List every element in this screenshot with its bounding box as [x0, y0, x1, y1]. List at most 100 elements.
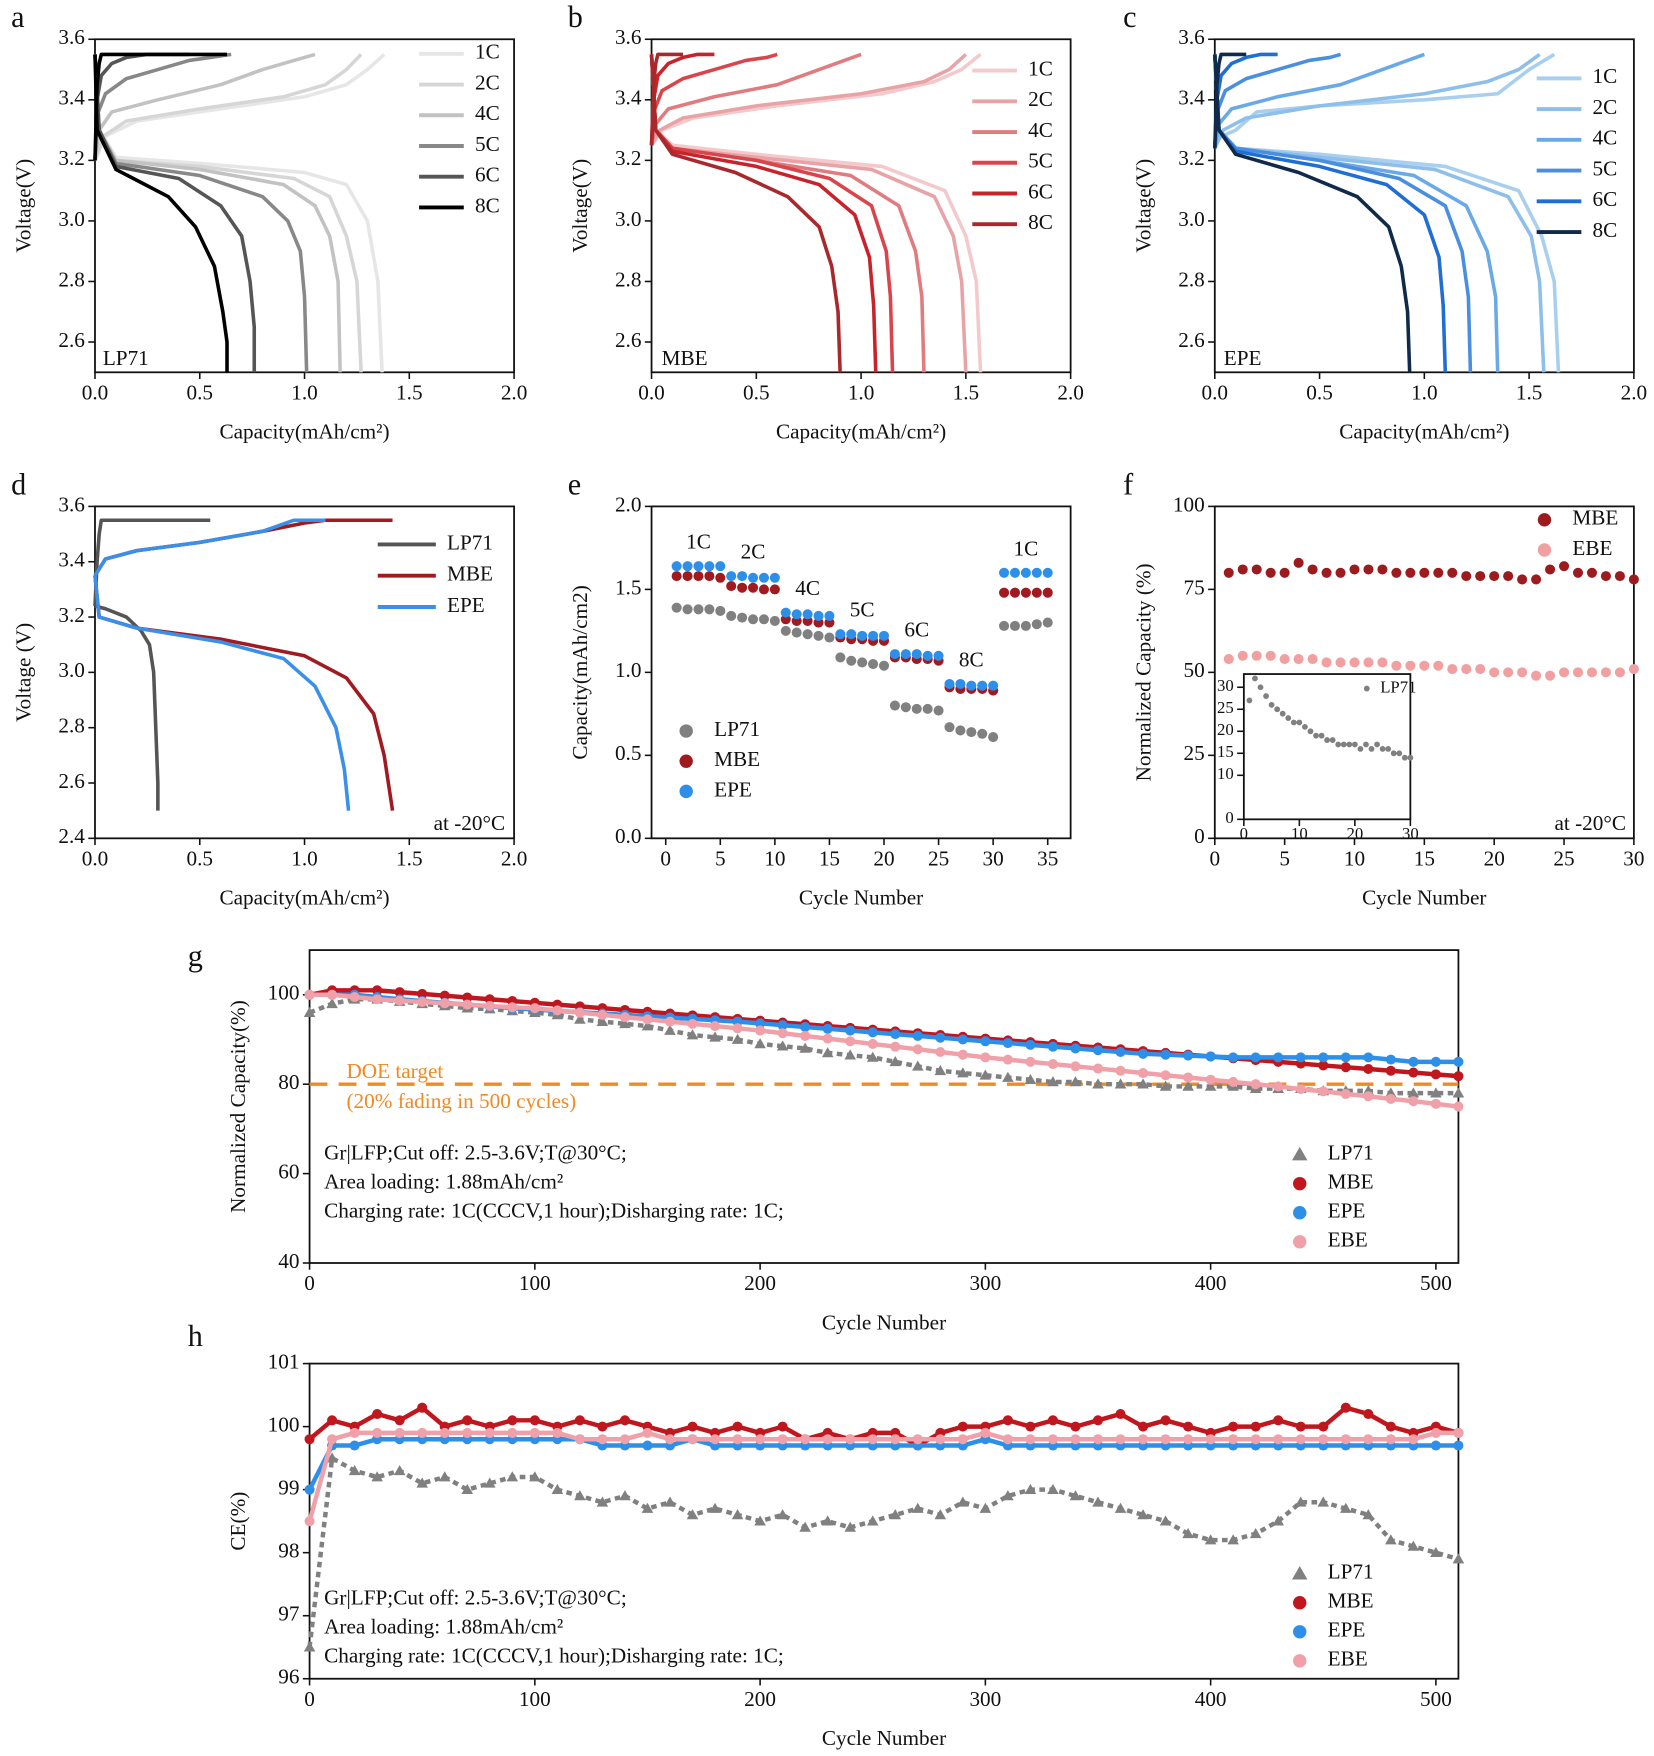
- legend-label: EBE: [1572, 536, 1612, 560]
- x-tick-label: 25: [1553, 847, 1574, 871]
- inset-dot: [1285, 715, 1292, 721]
- dot-marker: [1020, 587, 1031, 598]
- legend-swatch: [679, 724, 693, 738]
- dot-marker: [704, 561, 715, 572]
- x-axis-title: Cycle Number: [799, 886, 923, 910]
- y-tick-label: 2.6: [615, 328, 642, 352]
- dot-marker: [1295, 1421, 1306, 1432]
- dot-marker: [1475, 664, 1486, 675]
- y-tick-label: 98: [278, 1539, 299, 1563]
- series-trace: [307, 1436, 1459, 1491]
- y-tick-label: 10: [1217, 764, 1234, 783]
- x-tick-label: 1.0: [1411, 381, 1438, 405]
- dot-marker: [933, 650, 944, 661]
- triangle-marker: [551, 1483, 564, 1494]
- dot-marker: [693, 561, 704, 572]
- dot-marker: [1335, 567, 1346, 578]
- legend-label: 6C: [475, 163, 500, 187]
- dot-marker: [769, 584, 780, 595]
- x-tick-label: 10: [764, 847, 785, 871]
- y-tick-label: 100: [1173, 492, 1205, 516]
- dot-marker: [507, 1002, 518, 1013]
- triangle-marker: [1024, 1483, 1037, 1494]
- dot-marker: [755, 1018, 766, 1029]
- dot-marker: [1586, 567, 1598, 578]
- y-tick-label: 0.0: [615, 824, 642, 848]
- dot-marker: [944, 722, 955, 733]
- legend-label: MBE: [447, 562, 493, 586]
- dot-marker: [552, 1005, 563, 1016]
- panel-letter: f: [1123, 467, 1134, 501]
- dot-marker: [1517, 667, 1528, 678]
- legend-swatch: [1293, 1654, 1307, 1668]
- dot-marker: [845, 1036, 856, 1047]
- inset-dot: [1357, 745, 1364, 752]
- condition-note: Area loading: 1.88mAh/cm²: [324, 1614, 563, 1638]
- legend-label: 2C: [1028, 87, 1053, 111]
- inset-dot: [1268, 701, 1275, 708]
- dot-marker: [977, 680, 988, 691]
- condition-note: Area loading: 1.88mAh/cm²: [324, 1170, 563, 1194]
- rate-label: 8C: [959, 648, 984, 672]
- dot-marker: [1363, 564, 1374, 575]
- dot-marker: [935, 1046, 946, 1058]
- dot-marker: [710, 1434, 721, 1445]
- triangle-marker: [348, 1464, 361, 1476]
- dot-marker: [671, 561, 682, 572]
- dot-marker: [1340, 1434, 1351, 1445]
- dot-marker: [777, 1020, 788, 1031]
- reference-label: DOE target: [346, 1059, 443, 1083]
- dot-marker: [999, 567, 1010, 578]
- dot-marker: [574, 1434, 585, 1445]
- triangle-marker: [664, 1024, 676, 1035]
- dot-marker: [1115, 1408, 1126, 1420]
- dot-marker: [802, 629, 813, 640]
- triangle-marker: [889, 1056, 902, 1067]
- dot-marker: [1228, 1052, 1239, 1063]
- dot-marker: [619, 1434, 630, 1445]
- dot-marker: [1025, 1056, 1036, 1067]
- data-line: [1213, 52, 1561, 373]
- x-tick-label: 20: [873, 847, 894, 871]
- dot-marker: [1031, 567, 1042, 578]
- dot-marker: [1430, 1069, 1441, 1080]
- y-tick-label: 3.4: [58, 548, 85, 572]
- triangle-marker: [1452, 1087, 1465, 1098]
- triangle-marker: [1114, 1078, 1127, 1089]
- dot-marker: [1070, 1421, 1081, 1432]
- dot-marker: [846, 629, 857, 640]
- condition-note: Gr|LFP;Cut off: 2.5-3.6V;T@30°C;: [324, 1140, 627, 1164]
- y-tick-label: 3.4: [58, 86, 85, 110]
- dot-marker: [1318, 1086, 1329, 1097]
- dot-marker: [1453, 1056, 1464, 1067]
- condition-note: Gr|LFP;Cut off: 2.5-3.6V;T@30°C;: [324, 1585, 627, 1609]
- y-axis-title: Voltage(V): [12, 159, 36, 253]
- dot-marker: [835, 629, 846, 640]
- triangle-marker: [1047, 1483, 1059, 1494]
- dot-marker: [922, 703, 933, 714]
- rate-label: 1C: [686, 530, 711, 554]
- dot-marker: [394, 1427, 405, 1438]
- y-tick-label: 2.6: [58, 769, 85, 793]
- y-tick-label: 2.8: [58, 714, 85, 738]
- dot-marker: [1009, 620, 1020, 631]
- x-tick-label: 25: [928, 847, 949, 871]
- panel-label: MBE: [662, 346, 708, 370]
- dot-marker: [327, 1434, 338, 1445]
- dot-marker: [780, 607, 791, 618]
- legend-label: LP71: [1328, 1140, 1374, 1164]
- dot-marker: [462, 1427, 473, 1438]
- dot-marker: [955, 725, 966, 736]
- legend-label: LP71: [1328, 1560, 1374, 1584]
- dot-marker: [935, 1032, 946, 1043]
- dot-marker: [777, 1434, 788, 1445]
- dot-marker: [507, 1427, 518, 1438]
- dot-marker: [726, 610, 737, 621]
- inset-dot: [1385, 745, 1392, 752]
- panel-letter: g: [188, 939, 203, 973]
- legend-swatch: [1292, 1146, 1308, 1161]
- dot-marker: [1433, 660, 1444, 671]
- dot-marker: [999, 587, 1010, 598]
- dot-marker: [1002, 1038, 1013, 1049]
